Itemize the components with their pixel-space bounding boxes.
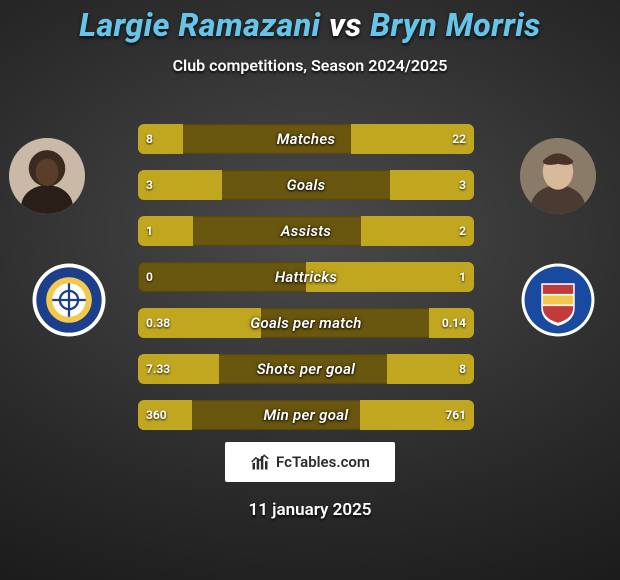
- date-text: 11 january 2025: [0, 500, 620, 520]
- bar-label: Min per goal: [138, 400, 474, 430]
- avatar-left-icon: [9, 138, 85, 214]
- page-title: Largie Ramazani vs Bryn Morris: [0, 0, 620, 44]
- title-vs: vs: [329, 6, 362, 44]
- bar-row: 33Goals: [138, 170, 474, 200]
- bar-row: 12Assists: [138, 216, 474, 246]
- bar-row: 822Matches: [138, 124, 474, 154]
- crest-right-icon: [520, 262, 596, 338]
- bar-row: 0.380.14Goals per match: [138, 308, 474, 338]
- bar-label: Shots per goal: [138, 354, 474, 384]
- bar-label: Matches: [138, 124, 474, 154]
- bar-label: Goals: [138, 170, 474, 200]
- crest-left-icon: [31, 262, 107, 338]
- bar-label: Assists: [138, 216, 474, 246]
- player-left-avatar: [9, 138, 85, 214]
- bar-label: Goals per match: [138, 308, 474, 338]
- brand-text: FcTables.com: [276, 453, 370, 471]
- title-player-right: Bryn Morris: [370, 6, 541, 44]
- bar-row: 01Hattricks: [138, 262, 474, 292]
- brand-badge: FcTables.com: [225, 442, 395, 482]
- bar-label: Hattricks: [138, 262, 474, 292]
- comparison-bars: 822Matches 33Goals 12Assists 01Hattricks 0.3…: [138, 124, 474, 446]
- title-player-left: Largie Ramazani: [79, 6, 320, 44]
- avatar-right-icon: [520, 138, 596, 214]
- club-left-crest: [31, 262, 107, 338]
- brand-chart-icon: [250, 452, 270, 472]
- player-right-avatar: [520, 138, 596, 214]
- club-right-crest: [520, 262, 596, 338]
- bar-row: 7.338Shots per goal: [138, 354, 474, 384]
- subtitle: Club competitions, Season 2024/2025: [0, 56, 620, 75]
- bar-row: 360761Min per goal: [138, 400, 474, 430]
